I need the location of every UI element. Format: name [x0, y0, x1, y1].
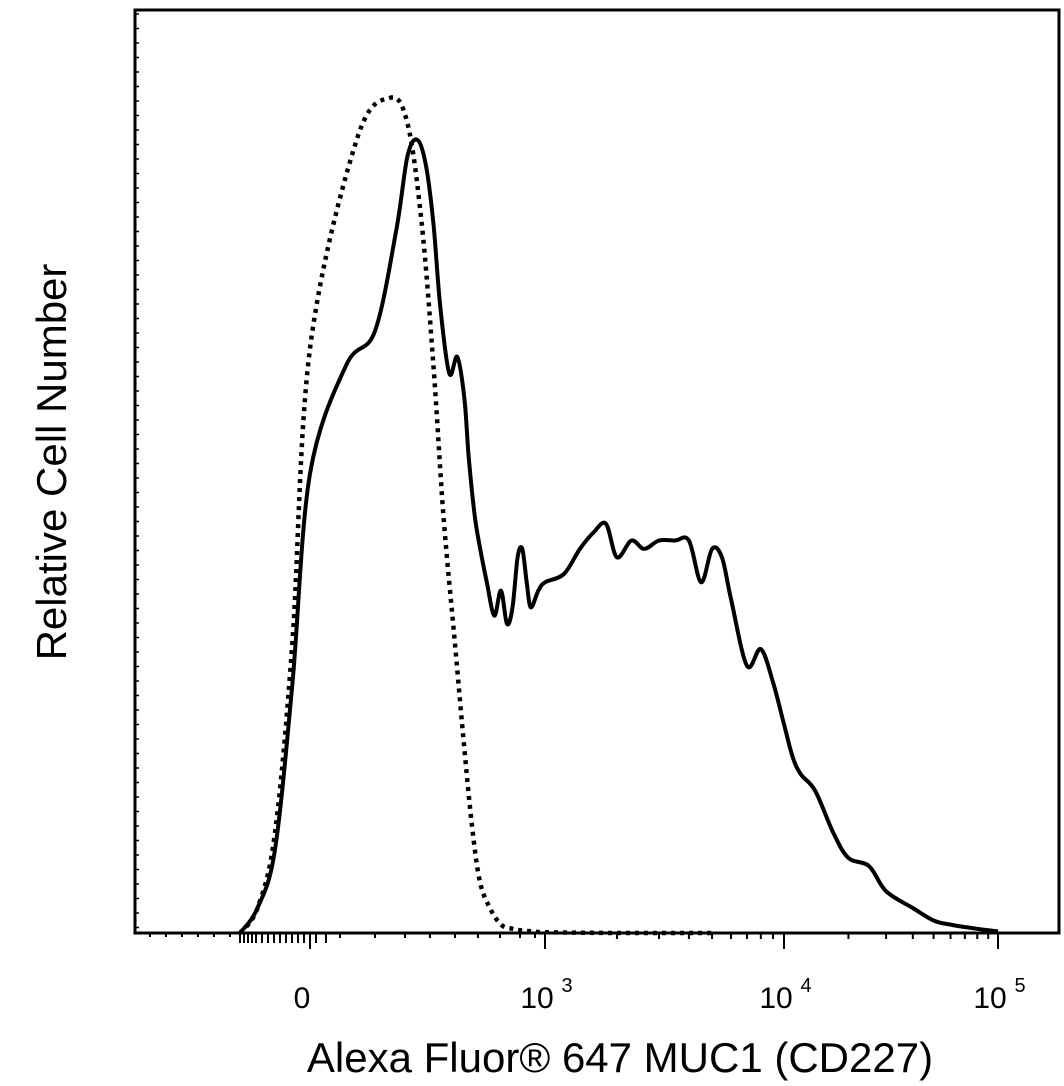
x-axis-title: Alexa Fluor® 647 MUC1 (CD227)	[307, 1034, 933, 1081]
y-axis-ticks	[135, 13, 139, 929]
x-tick-label: 10	[759, 982, 792, 1015]
x-axis-ticks	[149, 933, 999, 949]
series-line-solid	[238, 137, 999, 935]
series-line-dotted	[238, 95, 713, 936]
x-tick-label-exponent: 5	[1014, 975, 1025, 997]
x-tick-label: 10	[973, 982, 1006, 1015]
y-axis-title: Relative Cell Number	[28, 264, 75, 661]
series-layer	[238, 95, 999, 936]
x-tick-label-exponent: 4	[800, 975, 811, 997]
x-tick-label: 0	[294, 982, 311, 1015]
plot-frame	[133, 8, 1061, 935]
x-axis-tick-labels: 0 10 3 10 4 10 5	[294, 975, 1026, 1015]
x-tick-label-exponent: 3	[561, 975, 572, 997]
x-tick-label: 10	[520, 982, 553, 1015]
